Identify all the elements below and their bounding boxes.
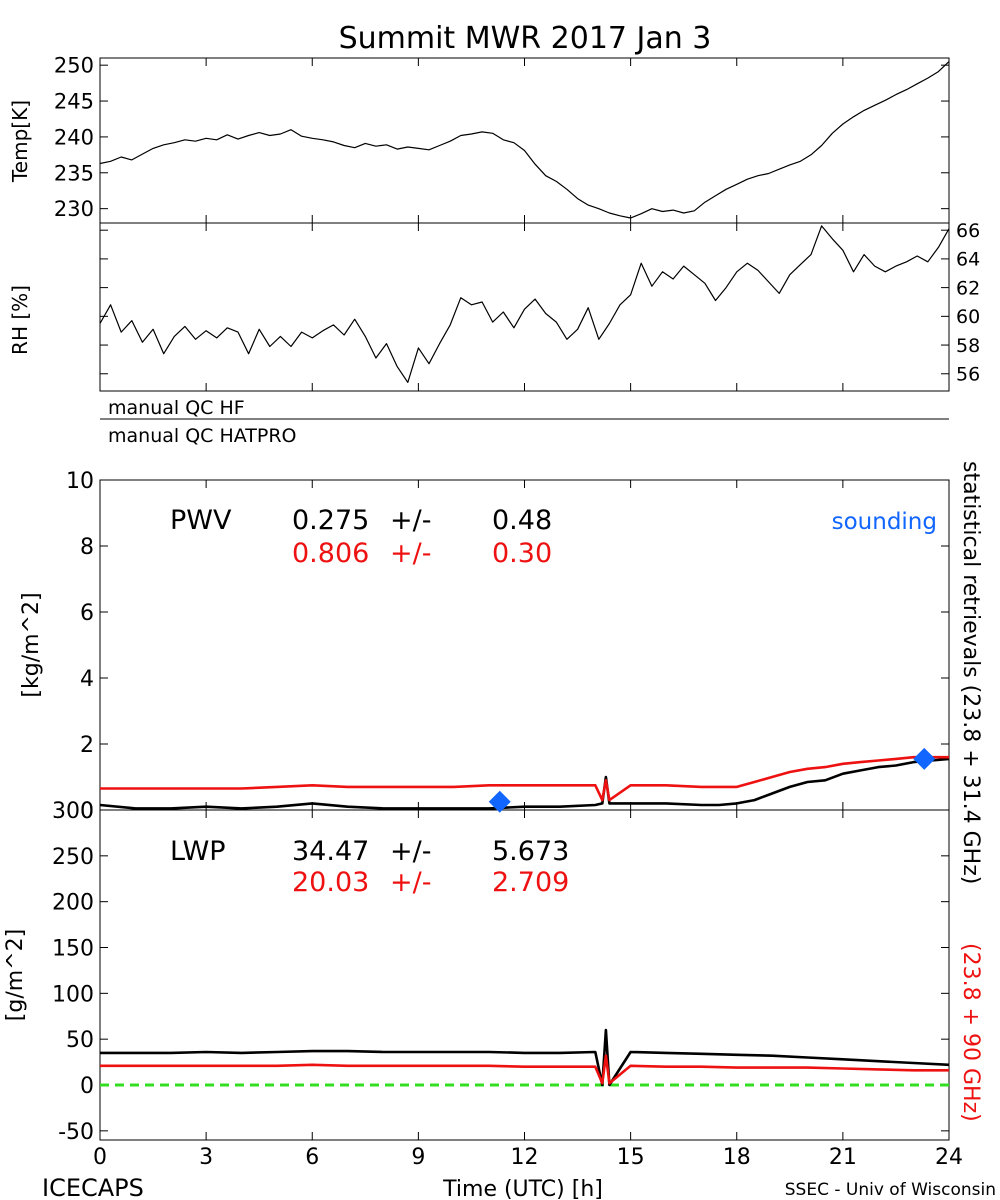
lwp-xtick-label: 18 (723, 1145, 751, 1170)
lwp-label: LWP (170, 836, 226, 867)
footer-right: SSEC - Univ of Wisconsin (785, 1180, 996, 1200)
pwv-ytick-label: 6 (80, 601, 94, 626)
lwp-xtick-label: 3 (199, 1145, 213, 1170)
rh-panel: 56 58 60 62 64 66 (99, 220, 980, 391)
pwv-series-hf-line (99, 757, 950, 810)
pwv-ytick-label: 2 (80, 733, 94, 758)
pwv-hatpro-pm: +/- (390, 538, 431, 569)
pwv-panel: 0 2 4 6 8 10 (66, 469, 950, 824)
lwp-xtick-label: 9 (411, 1145, 425, 1170)
lwp-xtick-label: 24 (935, 1145, 963, 1170)
lwp-ytick-label: 150 (52, 936, 94, 961)
rh-series-hf-line (99, 225, 950, 383)
qc-hatpro-label: manual QC HATPRO (108, 425, 297, 447)
sounding-marker (488, 790, 511, 813)
rh-ylabel: RH [%] (8, 285, 32, 355)
lwp-series-hf-line (100, 1028, 950, 1087)
pwv-ytick-label: 4 (80, 667, 94, 692)
lwp-xtick-label: 0 (93, 1145, 107, 1170)
pwv-hf-pm: +/- (390, 505, 431, 536)
rh-ytick-label: 64 (956, 249, 980, 271)
temp-ylabel: Temp[K] (8, 100, 32, 183)
x-axis-label: Time (UTC) [h] (442, 1177, 603, 1200)
pwv-label: PWV (170, 505, 232, 536)
sounding-legend: sounding (832, 509, 937, 535)
temp-ytick-label: 250 (54, 54, 94, 78)
qc-hf-label: manual QC HF (108, 397, 245, 419)
page-title: Summit MWR 2017 Jan 3 (339, 21, 712, 56)
lwp-ytick-label: -50 (58, 1120, 94, 1145)
temp-panel: 230 235 240 245 250 (54, 54, 950, 223)
lwp-ytick-label: 300 (52, 799, 94, 824)
rh-ytick-label: 60 (956, 306, 980, 328)
lwp-hf-mean: 34.47 (292, 836, 369, 867)
pwv-ytick-label: 0 (80, 799, 94, 824)
lwp-ytick-label: 50 (66, 1028, 94, 1053)
rh-ytick-label: 56 (956, 364, 980, 386)
pwv-hf-mean: 0.275 (292, 505, 369, 536)
lwp-xtick-label: 12 (511, 1145, 539, 1170)
side-label-red: (23.8 + 90 GHz) (958, 943, 983, 1122)
rh-ytick-label: 66 (956, 220, 980, 242)
pwv-ytick-label: 8 (80, 535, 94, 560)
temp-series-hf-line (99, 61, 950, 219)
lwp-ytick-label: 0 (80, 1074, 94, 1099)
lwp-ytick-label: 250 (52, 845, 94, 870)
pwv-ytick-label: 10 (66, 469, 94, 494)
pwv-ylabel: [kg/m^2] (19, 592, 44, 697)
rh-ytick-label: 58 (956, 335, 980, 357)
temp-ytick-label: 245 (54, 90, 94, 114)
lwp-xtick-label: 6 (305, 1145, 319, 1170)
lwp-series-hatpro-line (100, 1054, 949, 1085)
temp-ytick-label: 240 (54, 125, 94, 149)
lwp-hatpro-sd: 2.709 (492, 867, 569, 898)
pwv-hf-sd: 0.48 (492, 505, 552, 536)
footer-left: ICECAPS (42, 1174, 144, 1200)
lwp-ytick-label: 200 (52, 891, 94, 916)
lwp-hf-sd: 5.673 (492, 836, 569, 867)
temp-ytick-label: 230 (54, 197, 94, 221)
sounding-marker (913, 747, 936, 770)
rh-panel-frame (99, 222, 950, 392)
lwp-ytick-label: 100 (52, 982, 94, 1007)
lwp-ylabel: [g/m^2] (3, 929, 28, 1021)
lwp-hf-pm: +/- (390, 836, 431, 867)
pwv-hatpro-sd: 0.30 (492, 538, 552, 569)
rh-ytick-label: 62 (956, 277, 980, 299)
lwp-xtick-label: 15 (617, 1145, 645, 1170)
side-label-black: statistical retrievals (23.8 + 31.4 GHz) (958, 461, 983, 884)
lwp-hatpro-pm: +/- (390, 867, 431, 898)
temp-panel-frame (99, 57, 950, 224)
pwv-series-hatpro-line (100, 755, 949, 802)
lwp-hatpro-mean: 20.03 (292, 867, 369, 898)
pwv-hatpro-mean: 0.806 (292, 538, 369, 569)
temp-ytick-label: 235 (54, 161, 94, 185)
lwp-xtick-label: 21 (829, 1145, 857, 1170)
